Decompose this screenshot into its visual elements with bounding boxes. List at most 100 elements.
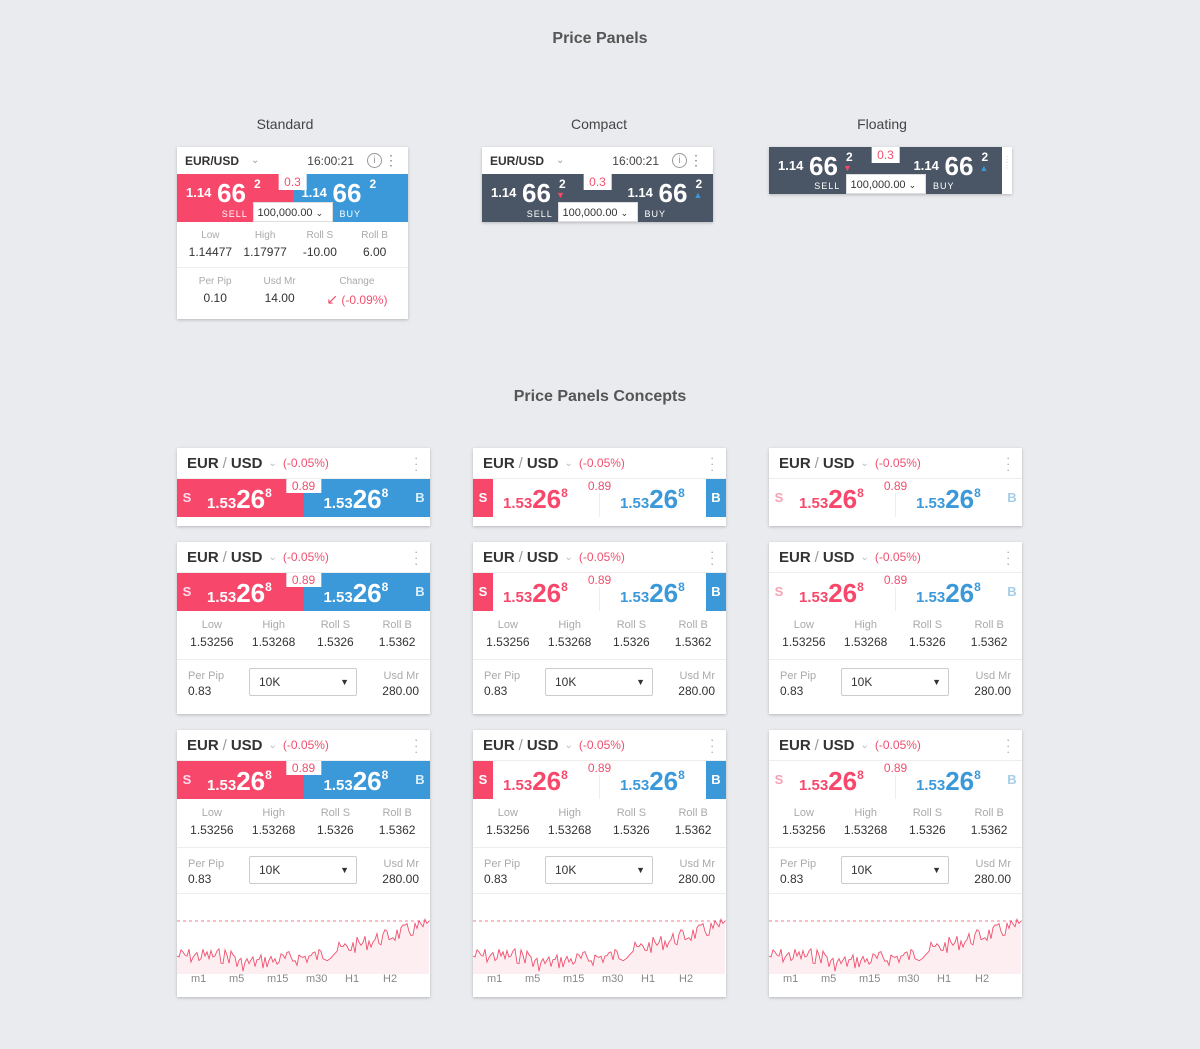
sell-button[interactable]: S 1.53268 — [473, 479, 600, 517]
timeframe-tab[interactable]: m1 — [783, 973, 799, 985]
base-currency: EUR — [187, 548, 219, 566]
buy-button[interactable]: B 1.53268 — [600, 761, 726, 799]
size-select[interactable]: 10K ▼ — [545, 668, 653, 696]
sell-button[interactable]: 1.14 66 2 ▼ SELL — [769, 147, 886, 194]
more-icon[interactable]: · · · — [1006, 544, 1011, 571]
chevron-down-icon[interactable]: ⌄ — [564, 739, 573, 751]
up-triangle-icon: ▲ — [693, 190, 703, 200]
more-icon[interactable]: · · · — [710, 450, 715, 477]
price-chart[interactable]: m1 m5 m15 m30 H1 H2 — [473, 893, 726, 989]
buy-button[interactable]: B 1.53268 — [600, 573, 726, 611]
buy-button[interactable]: 1.14 66 2 ▲ BUY — [886, 147, 1003, 194]
buy-button[interactable]: 1.14 66 2 BUY — [292, 174, 408, 222]
timeframe-tab[interactable]: m30 — [602, 973, 624, 985]
timeframe-tab[interactable]: m1 — [487, 973, 503, 985]
timeframe-tab[interactable]: m30 — [306, 973, 328, 985]
timeframe-tab[interactable]: m30 — [898, 973, 920, 985]
pair-label[interactable]: EUR/USD — [779, 737, 855, 754]
size-select[interactable]: 10K ▼ — [841, 668, 949, 696]
timeframe-tab[interactable]: H1 — [937, 973, 952, 985]
chevron-down-icon[interactable]: ⌄ — [268, 551, 277, 563]
timeframe-tab[interactable]: m5 — [525, 973, 541, 985]
quote-currency: USD — [230, 454, 263, 472]
more-icon[interactable]: ⋮ — [384, 152, 398, 168]
pair-label[interactable]: EUR/USD — [490, 153, 545, 168]
buy-button[interactable]: B 1.53268 — [303, 573, 430, 611]
change-value: (-0.05%) — [874, 456, 921, 470]
more-icon[interactable]: · · · — [710, 544, 715, 571]
info-icon[interactable]: i — [367, 153, 382, 168]
sell-button[interactable]: S 1.53268 — [769, 479, 896, 517]
buy-button[interactable]: B 1.53268 — [600, 479, 726, 517]
timeframe-tab[interactable]: m15 — [563, 973, 585, 985]
info-icon[interactable]: i — [672, 153, 687, 168]
pair-label[interactable]: EUR/USD — [779, 455, 855, 472]
more-icon[interactable]: · · · — [414, 544, 419, 571]
pair-label[interactable]: EUR/USD — [483, 549, 559, 566]
price-row: 1.14 66 2 ▼ SELL 1.14 66 2 ▲ BUY 0.3 100… — [482, 174, 713, 222]
timeframe-tab[interactable]: H1 — [345, 973, 360, 985]
sell-button[interactable]: 1.14 66 2 ▼ SELL — [482, 174, 598, 222]
timeframe-tab[interactable]: H2 — [679, 973, 694, 985]
buy-button[interactable]: B 1.53268 — [896, 761, 1022, 799]
quantity-select[interactable]: 100,000.00 ⌄ — [845, 174, 926, 194]
chevron-down-icon[interactable]: ⌄ — [564, 457, 573, 469]
size-select[interactable]: 10K ▼ — [545, 856, 653, 884]
sell-button[interactable]: S 1.53268 — [473, 761, 600, 799]
size-select[interactable]: 10K ▼ — [841, 856, 949, 884]
chevron-down-icon[interactable]: ⌄ — [860, 739, 869, 751]
more-icon[interactable]: ⋮ — [689, 152, 703, 168]
chevron-down-icon[interactable]: ⌄ — [556, 155, 565, 166]
price-chart[interactable]: m1 m5 m15 m30 H1 H2 — [769, 893, 1022, 989]
pair-label[interactable]: EUR/USD — [187, 455, 263, 472]
pair-label[interactable]: EUR/USD — [185, 153, 240, 168]
pair-separator: / — [518, 736, 523, 754]
buy-pre: 1.14 — [627, 185, 653, 200]
timeframe-tab[interactable]: m15 — [859, 973, 881, 985]
drag-handle-icon[interactable]: ⋮ ⋮ — [1002, 147, 1012, 194]
chevron-down-icon[interactable]: ⌄ — [251, 155, 260, 166]
price-chart[interactable]: m1 m5 m15 m30 H1 H2 — [177, 893, 430, 989]
chevron-down-icon[interactable]: ⌄ — [564, 551, 573, 563]
timeframe-tab[interactable]: m15 — [267, 973, 289, 985]
size-select[interactable]: 10K ▼ — [249, 856, 357, 884]
more-icon[interactable]: · · · — [1006, 732, 1011, 759]
buy-button[interactable]: 1.14 66 2 ▲ BUY — [598, 174, 714, 222]
quantity-select[interactable]: 100,000.00 ⌄ — [557, 202, 638, 222]
sell-button[interactable]: 1.14 66 2 SELL — [177, 174, 293, 222]
buy-button[interactable]: B 1.53268 — [896, 479, 1022, 517]
size-select[interactable]: 10K ▼ — [249, 668, 357, 696]
sell-button[interactable]: S 1.53268 — [769, 761, 896, 799]
pair-label[interactable]: EUR/USD — [483, 455, 559, 472]
buy-sup: 8 — [678, 580, 685, 594]
buy-button[interactable]: B 1.53268 — [303, 479, 430, 517]
sell-button[interactable]: S 1.53268 — [473, 573, 600, 611]
chevron-down-icon[interactable]: ⌄ — [860, 457, 869, 469]
quantity-select[interactable]: 100,000.00 ⌄ — [252, 202, 333, 222]
more-icon[interactable]: · · · — [710, 732, 715, 759]
timeframe-tab[interactable]: m1 — [191, 973, 207, 985]
timeframe-tab[interactable]: m5 — [821, 973, 837, 985]
pair-label[interactable]: EUR/USD — [483, 737, 559, 754]
order-row: Per Pip 0.83 10K ▼ Usd Mr 280.00 — [177, 847, 430, 893]
pair-label[interactable]: EUR/USD — [187, 549, 263, 566]
chevron-down-icon[interactable]: ⌄ — [268, 739, 277, 751]
more-icon[interactable]: · · · — [414, 450, 419, 477]
sell-button[interactable]: S 1.53268 — [177, 479, 304, 517]
pair-label[interactable]: EUR/USD — [779, 549, 855, 566]
more-icon[interactable]: · · · — [1006, 450, 1011, 477]
sell-button[interactable]: S 1.53268 — [769, 573, 896, 611]
buy-button[interactable]: B 1.53268 — [303, 761, 430, 799]
chevron-down-icon[interactable]: ⌄ — [860, 551, 869, 563]
sell-button[interactable]: S 1.53268 — [177, 761, 304, 799]
pair-label[interactable]: EUR/USD — [187, 737, 263, 754]
sell-button[interactable]: S 1.53268 — [177, 573, 304, 611]
sell-price: 1.53268 — [503, 766, 568, 797]
timeframe-tab[interactable]: m5 — [229, 973, 245, 985]
timeframe-tab[interactable]: H1 — [641, 973, 656, 985]
more-icon[interactable]: · · · — [414, 732, 419, 759]
timeframe-tab[interactable]: H2 — [383, 973, 398, 985]
timeframe-tab[interactable]: H2 — [975, 973, 990, 985]
buy-button[interactable]: B 1.53268 — [896, 573, 1022, 611]
chevron-down-icon[interactable]: ⌄ — [268, 457, 277, 469]
